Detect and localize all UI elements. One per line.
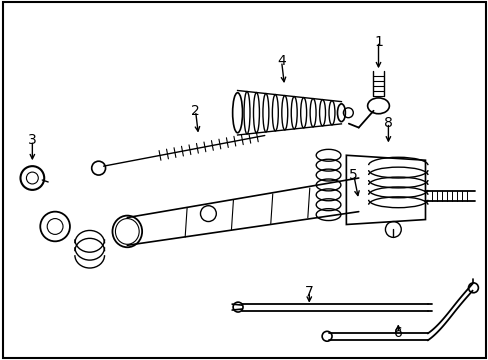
Text: 4: 4 bbox=[277, 54, 285, 68]
Text: 3: 3 bbox=[28, 134, 37, 148]
Text: 1: 1 bbox=[373, 35, 382, 49]
Text: 6: 6 bbox=[393, 326, 402, 340]
Text: 8: 8 bbox=[383, 116, 392, 130]
Text: 5: 5 bbox=[349, 168, 357, 182]
Text: 2: 2 bbox=[191, 104, 200, 118]
Text: 7: 7 bbox=[305, 285, 313, 299]
